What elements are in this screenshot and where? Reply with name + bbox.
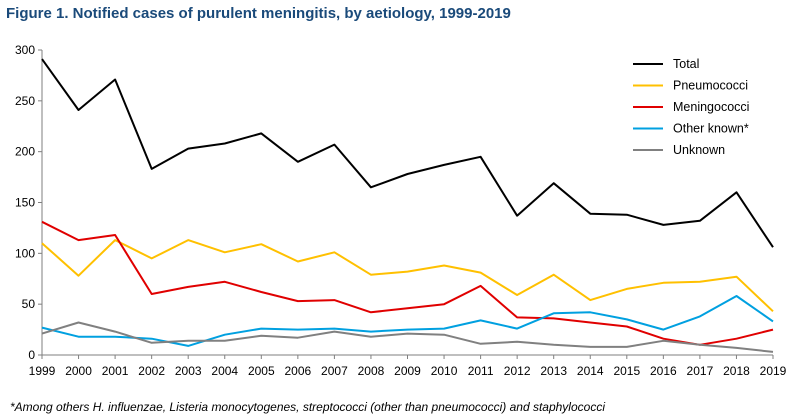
x-tick-label: 2018: [723, 364, 750, 378]
x-tick-label: 2000: [65, 364, 92, 378]
legend-label-total: Total: [673, 57, 699, 71]
x-tick-label: 2003: [175, 364, 202, 378]
x-tick-label: 2016: [650, 364, 677, 378]
x-tick-label: 2001: [102, 364, 129, 378]
x-tick-label: 2011: [468, 364, 494, 378]
footnote: *Among others H. influenzae, Listeria mo…: [10, 400, 605, 414]
x-tick-label: 2002: [138, 364, 165, 378]
x-tick-label: 2013: [540, 364, 567, 378]
series-line-pneumococci: [41, 239, 774, 313]
y-tick-label: 250: [15, 94, 35, 108]
x-tick-label: 2019: [760, 364, 787, 378]
axes: 0 50 100 150 200 250 300 1999 2000 2001 2002 2003 20…: [15, 43, 787, 378]
series-line-other-known: [41, 295, 774, 347]
legend-label-other-known: Other known*: [673, 122, 749, 136]
x-tick-label: 2014: [577, 364, 604, 378]
x-tick-label: 2005: [248, 364, 275, 378]
y-tick-label: 0: [28, 348, 35, 362]
series-line-unknown: [41, 321, 774, 353]
x-tick-label: 2010: [431, 364, 458, 378]
legend: Total Pneumococci Meningococci Other known*…: [633, 57, 749, 157]
legend-label-meningococci: Meningococci: [673, 100, 749, 114]
x-tick-label: 2015: [613, 364, 640, 378]
x-tick-label: 2017: [687, 364, 714, 378]
y-tick-label: 100: [15, 246, 35, 260]
legend-label-unknown: Unknown: [673, 143, 725, 157]
x-tick-label: 2007: [321, 364, 348, 378]
x-tick-label: 2012: [504, 364, 531, 378]
x-tick-label: 2004: [211, 364, 238, 378]
y-tick-label: 300: [15, 43, 35, 57]
legend-label-pneumococci: Pneumococci: [673, 79, 748, 93]
series-line-meningococci: [41, 220, 774, 346]
x-tick-label: 1999: [29, 364, 56, 378]
y-tick-label: 150: [15, 196, 35, 210]
x-tick-label: 2008: [358, 364, 385, 378]
x-tick-label: 2006: [284, 364, 311, 378]
series-lines: [41, 58, 774, 353]
y-tick-label: 50: [22, 297, 36, 311]
series-line-total: [41, 58, 774, 248]
chart-title: Figure 1. Notified cases of purulent men…: [6, 5, 511, 22]
y-tick-label: 200: [15, 145, 35, 159]
x-tick-label: 2009: [394, 364, 421, 378]
